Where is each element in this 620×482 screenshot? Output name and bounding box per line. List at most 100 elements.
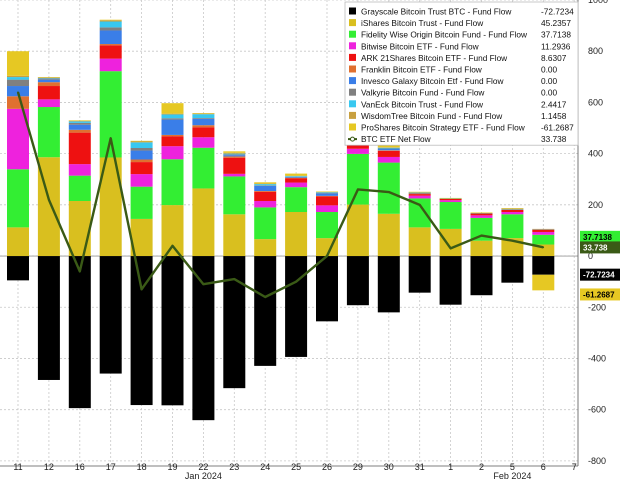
legend-value: -61.2687 xyxy=(541,123,574,133)
value-tag xyxy=(580,268,620,281)
legend-label: ARK 21Shares Bitcoin ETF - Fund Flow xyxy=(361,53,508,63)
net-flow-point xyxy=(140,288,143,291)
bar-segment xyxy=(68,200,91,257)
legend-label: ProShares Bitcoin Strategy ETF - Fund Fl… xyxy=(361,123,526,133)
legend-value: 0.00 xyxy=(541,76,558,86)
legend-box xyxy=(344,1,579,146)
bar-segment xyxy=(68,120,91,121)
bar-segment xyxy=(99,27,122,31)
bar-segment xyxy=(377,147,400,148)
legend-label: WisdomTree Bitcoin Fund - Fund Flow xyxy=(361,111,503,121)
bar-segment xyxy=(501,212,524,215)
x-tick-label: 16 xyxy=(75,462,85,472)
bar-segment xyxy=(99,45,122,59)
y-tick-label: 600 xyxy=(588,97,603,107)
bar-segment xyxy=(223,176,246,215)
bar-segment xyxy=(377,150,400,151)
bar-segment xyxy=(439,198,462,199)
bar-segment xyxy=(532,244,555,257)
bar-segment xyxy=(470,215,493,218)
bar-segment xyxy=(316,195,338,197)
x-tick-label: 17 xyxy=(106,462,116,472)
bar-segment xyxy=(254,200,277,208)
bar-segment xyxy=(408,193,431,194)
bar-segment xyxy=(192,127,215,138)
bar-segment xyxy=(439,202,462,229)
bar-segment xyxy=(470,212,493,214)
bar-segment xyxy=(161,159,184,206)
bar-segment xyxy=(470,213,493,214)
bar-segment xyxy=(285,187,308,213)
legend-label: Franklin Bitcoin ETF - Fund Flow xyxy=(361,65,483,75)
legend-value: 11.2936 xyxy=(541,41,571,51)
x-tick-label: 29 xyxy=(353,462,363,472)
bar-segment xyxy=(285,173,308,176)
net-flow-point xyxy=(388,191,390,193)
net-flow-point xyxy=(233,278,236,280)
bar-segment xyxy=(223,157,246,174)
bar-segment xyxy=(408,192,431,193)
legend-swatch xyxy=(349,7,356,15)
bar-segment xyxy=(192,113,215,114)
bar-segment xyxy=(99,44,122,46)
net-flow-point xyxy=(48,198,50,201)
bar-segment xyxy=(254,191,277,201)
net-flow-point xyxy=(79,270,81,273)
bar-segment xyxy=(439,200,462,203)
month-label: Jan 2024 xyxy=(185,471,222,481)
bar-segment xyxy=(532,228,555,230)
legend-label: iShares Bitcoin Trust - Fund Flow xyxy=(361,18,484,28)
bar-segment xyxy=(130,147,153,151)
bar-segment xyxy=(161,256,184,406)
bar-segment xyxy=(37,78,60,80)
bar-segment xyxy=(316,205,338,213)
x-tick-label: 6 xyxy=(541,462,546,472)
bar-segment xyxy=(99,157,122,257)
bar-segment xyxy=(439,198,462,199)
x-tick-label: 18 xyxy=(137,462,147,472)
bar-segment xyxy=(223,155,246,157)
bar-segment xyxy=(532,229,555,230)
bar-segment xyxy=(316,196,338,206)
legend-label: Bitwise Bitcoin ETF - Fund Flow xyxy=(361,41,480,51)
bar-segment xyxy=(408,256,431,293)
bar-segment xyxy=(192,188,215,257)
bar-segment xyxy=(408,194,431,196)
bar-segment xyxy=(439,197,462,199)
bar-segment xyxy=(192,114,215,119)
legend-label: Grayscale Bitcoin Trust BTC - Fund Flow xyxy=(361,7,512,17)
net-flow-point xyxy=(542,246,545,249)
legend-swatch xyxy=(349,42,356,50)
bar-segment xyxy=(377,147,400,149)
x-tick-label: 26 xyxy=(322,462,332,472)
bar-segment xyxy=(192,137,215,148)
legend-value: 2.4417 xyxy=(541,99,567,109)
bar-segment xyxy=(192,256,215,421)
bar-segment xyxy=(285,178,308,183)
bar-segment xyxy=(501,209,524,213)
bar-segment xyxy=(7,169,29,228)
x-tick-label: 31 xyxy=(415,462,425,472)
bar-segment xyxy=(439,228,462,257)
bar-segment xyxy=(99,21,122,28)
bar-segment xyxy=(68,164,91,176)
y-tick-label: 800 xyxy=(588,46,603,56)
net-flow-point xyxy=(295,280,297,283)
bar-segment xyxy=(470,256,493,296)
bar-segment xyxy=(130,186,153,219)
x-tick-label: 5 xyxy=(510,462,515,472)
bar-segment xyxy=(99,19,122,21)
x-tick-label: 12 xyxy=(44,462,54,472)
bar-segment xyxy=(346,153,369,205)
bar-segment xyxy=(254,239,277,257)
x-tick-label: 2 xyxy=(479,462,484,472)
legend-value: 33.738 xyxy=(541,134,567,144)
bar-segment xyxy=(532,234,555,245)
bar-segment xyxy=(377,148,400,150)
net-flow-polyline xyxy=(16,91,544,299)
bar-segment xyxy=(254,185,277,186)
bar-segment xyxy=(439,198,462,201)
bar-segment xyxy=(68,122,91,125)
y-tick-label: -400 xyxy=(588,353,606,363)
